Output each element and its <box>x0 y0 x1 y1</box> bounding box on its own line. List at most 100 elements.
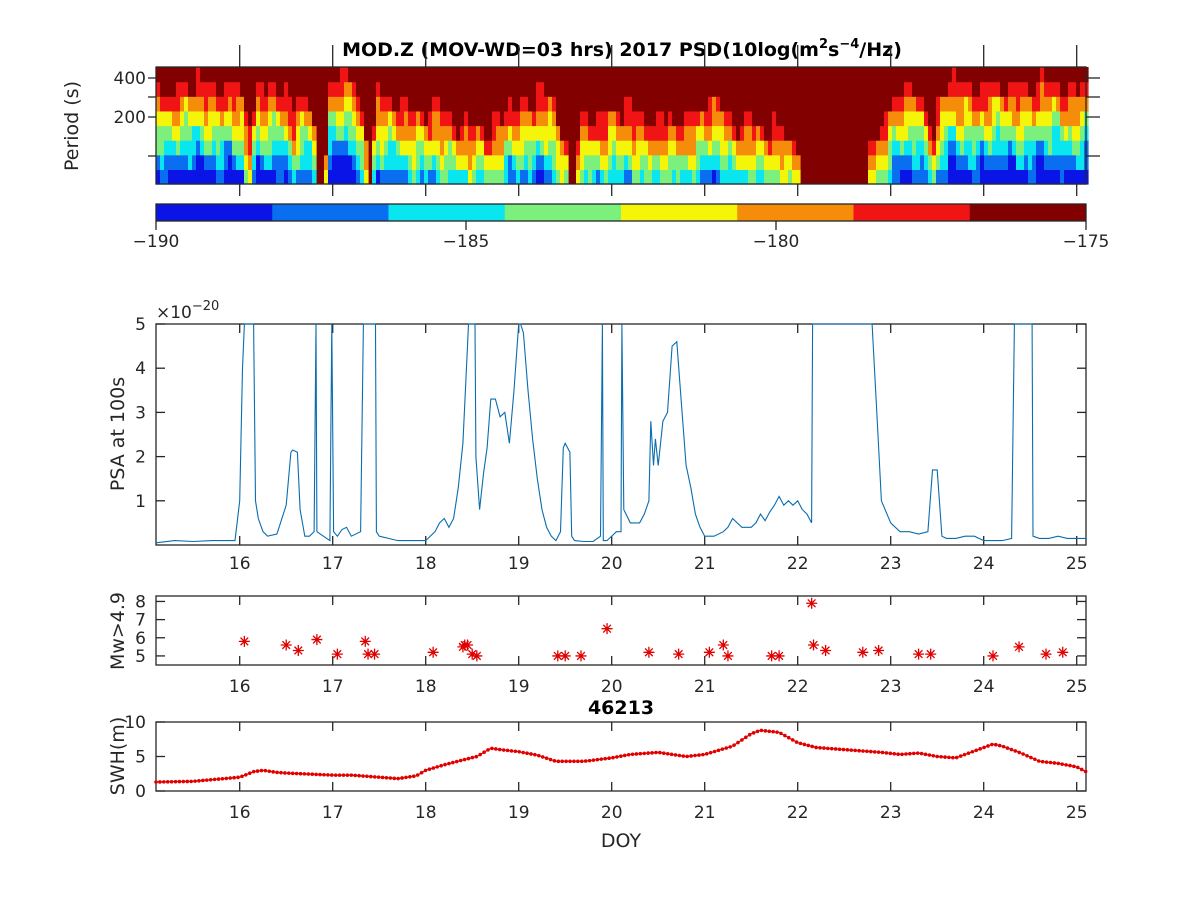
heatmap-cell <box>208 154 213 170</box>
mw-xtick-label: 19 <box>508 677 530 697</box>
heatmap-cell <box>592 169 597 185</box>
heatmap-cell <box>868 67 873 83</box>
heatmap-cell <box>632 140 637 156</box>
heatmap-cell <box>700 81 705 97</box>
swh-point <box>1072 764 1076 769</box>
heatmap-cell <box>1016 110 1021 127</box>
heatmap-cell <box>556 110 561 127</box>
heatmap-cell <box>688 169 693 185</box>
heatmap-cell <box>208 96 213 112</box>
heatmap-cell <box>996 81 1001 97</box>
heatmap-cell <box>208 140 213 156</box>
heatmap-cell <box>884 154 889 170</box>
heatmap-cell <box>520 125 525 141</box>
heatmap-cell <box>348 140 353 156</box>
heatmap-cell <box>892 110 897 127</box>
heatmap-cell <box>440 81 445 97</box>
heatmap-cell <box>736 140 741 156</box>
heatmap-cell <box>252 140 257 156</box>
heatmap-cell <box>312 169 317 185</box>
heatmap-cell <box>1048 140 1053 156</box>
heatmap-cell <box>448 67 453 83</box>
heatmap-cell <box>884 140 889 156</box>
swh-point <box>880 750 885 755</box>
heatmap-cell <box>576 140 581 156</box>
heatmap-cell <box>168 169 173 185</box>
heatmap-cell <box>912 125 917 141</box>
heatmap-cell <box>688 154 693 170</box>
heatmap-cell <box>556 169 561 185</box>
heatmap-cell <box>428 125 433 141</box>
heatmap-cell <box>628 67 633 83</box>
heatmap-cell <box>252 81 257 97</box>
swh-point <box>466 756 471 761</box>
heatmap-cell <box>980 125 985 141</box>
heatmap-cell <box>244 67 249 83</box>
heatmap-cell <box>624 140 629 156</box>
swh-point <box>529 752 533 756</box>
heatmap-cell <box>760 67 765 83</box>
psa-ytick-label: 3 <box>135 403 146 423</box>
heatmap-cell <box>276 81 281 97</box>
heatmap-cell <box>452 110 457 127</box>
heatmap-cell <box>184 125 189 141</box>
swh-point <box>197 779 201 783</box>
mw-point-asterisk <box>913 648 925 660</box>
heatmap-cell <box>216 96 221 112</box>
heatmap-cell <box>336 67 341 83</box>
heatmap-cell <box>892 154 897 170</box>
heatmap-cell <box>656 169 661 185</box>
swh-point <box>583 759 588 763</box>
heatmap-cell <box>492 169 497 185</box>
swh-point <box>177 779 182 784</box>
heatmap-cell <box>248 169 253 185</box>
heatmap-cell <box>1080 110 1085 127</box>
heatmap-cell <box>684 125 689 141</box>
heatmap-cell <box>248 125 253 141</box>
heatmap-cell <box>1080 140 1085 156</box>
heatmap-cell <box>184 67 189 83</box>
colorbar-segment <box>969 204 1087 221</box>
swh-point <box>454 759 459 764</box>
heatmap-cell <box>324 67 329 83</box>
heatmap-cell <box>184 140 189 156</box>
heatmap-cell <box>352 169 357 185</box>
heatmap-cell <box>520 67 525 83</box>
heatmap-cell <box>872 96 877 112</box>
heatmap-cell <box>872 169 877 185</box>
swh-point <box>337 773 342 777</box>
mw-point-asterisk <box>808 639 820 651</box>
heatmap-cell <box>436 154 441 170</box>
heatmap-cell <box>564 110 569 127</box>
mw-point-asterisk <box>359 635 371 647</box>
heatmap-cell <box>964 110 969 127</box>
heatmap-cell <box>412 125 417 141</box>
psd-ytick-label-200: 200 <box>114 108 146 128</box>
heatmap-cell <box>328 110 333 127</box>
heatmap-cell <box>748 110 753 127</box>
swh-point <box>759 728 764 733</box>
heatmap-cell <box>468 67 473 83</box>
swh-point <box>681 754 686 758</box>
heatmap-cell <box>360 169 365 185</box>
heatmap-cell <box>312 125 317 141</box>
heatmap-cell <box>456 140 461 156</box>
heatmap-cell <box>776 81 781 97</box>
heatmap-cell <box>252 96 257 112</box>
heatmap-cell <box>740 110 745 127</box>
heatmap-cell <box>248 154 253 170</box>
heatmap-cell <box>352 96 357 112</box>
heatmap-cell <box>700 96 705 112</box>
heatmap-cell <box>752 140 757 156</box>
swh-point <box>310 772 315 777</box>
heatmap-cell <box>324 110 329 127</box>
heatmap-cell <box>920 125 925 141</box>
heatmap-cell <box>336 140 341 156</box>
heatmap-cell <box>176 154 181 170</box>
swh-point <box>814 745 818 750</box>
heatmap-cell <box>724 169 729 185</box>
psa-ytick-label: 1 <box>135 492 146 512</box>
heatmap-cell <box>624 169 629 185</box>
heatmap-cell <box>488 110 493 127</box>
mw-xtick-label: 21 <box>694 677 716 697</box>
